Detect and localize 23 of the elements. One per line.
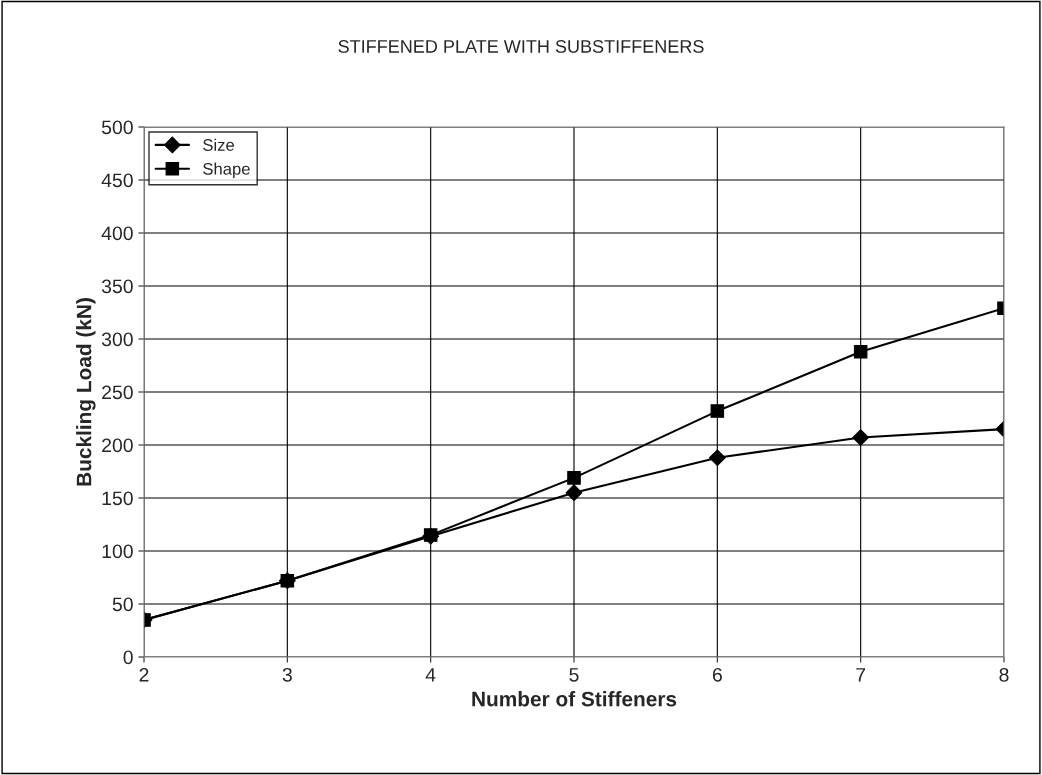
y-axis-title: Buckling Load (kN) — [76, 298, 96, 486]
y-tick-label: 300 — [101, 332, 133, 347]
x-axis-title: Number of Stiffeners — [472, 691, 677, 707]
y-tick-label: 0 — [123, 650, 133, 665]
y-tick-label: 50 — [112, 597, 133, 612]
y-tick-label: 250 — [102, 385, 133, 400]
y-tick-label: 100 — [102, 544, 133, 559]
y-tick-label: 400 — [101, 226, 133, 241]
x-tick-label: 3 — [282, 667, 292, 682]
y-tick-label: 450 — [101, 173, 133, 188]
x-tick-label: 8 — [999, 667, 1009, 682]
legend-label: Shape — [203, 162, 250, 179]
y-tick-label: 350 — [101, 279, 133, 294]
legend-label: Size — [203, 138, 235, 151]
x-tick-label: 5 — [569, 668, 579, 682]
chart-title: STIFFENED PLATE WITH SUBSTIFFENERS — [338, 40, 704, 53]
y-tick-label: 150 — [102, 491, 133, 506]
y-tick-label: 200 — [102, 438, 133, 453]
y-tick-label: 500 — [101, 120, 133, 135]
x-tick-label: 7 — [856, 668, 866, 682]
x-tick-label: 2 — [139, 667, 149, 682]
x-tick-label: 4 — [425, 668, 436, 682]
x-tick-label: 6 — [712, 667, 722, 682]
